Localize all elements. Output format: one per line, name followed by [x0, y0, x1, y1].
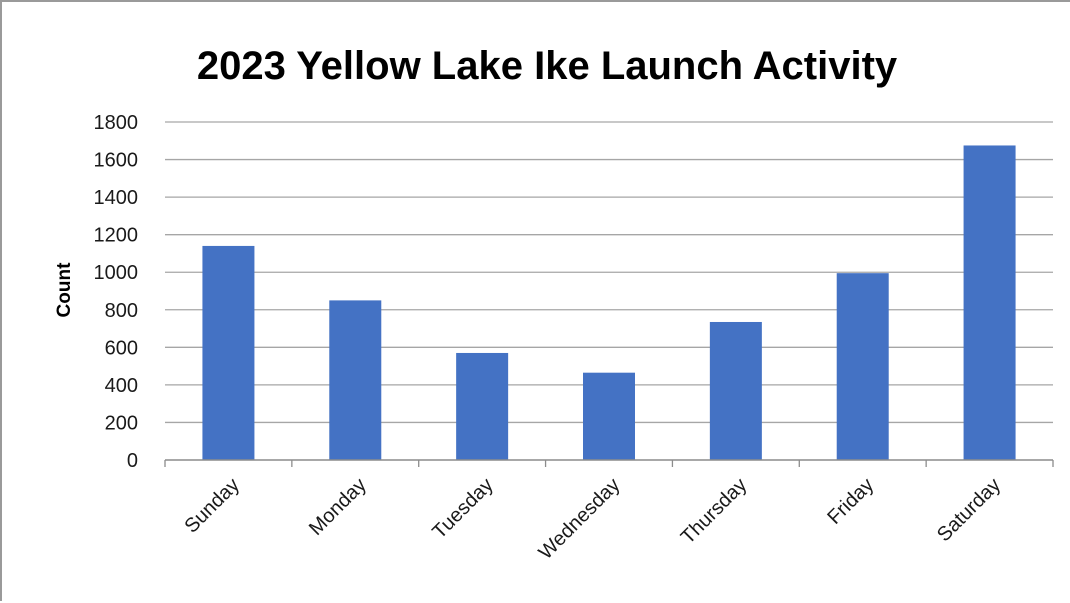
y-tick-label: 1200 [94, 225, 139, 247]
y-tick-label: 1000 [94, 262, 139, 284]
x-tick-label: Thursday [677, 474, 752, 549]
x-tick-label: Sunday [180, 474, 244, 538]
bars [202, 145, 1016, 460]
x-tick-label: Friday [823, 474, 878, 529]
y-tick-label: 1400 [94, 187, 139, 209]
bar-wednesday [583, 372, 635, 460]
x-tick-label: Tuesday [428, 474, 497, 543]
x-tick-label: Monday [305, 474, 371, 540]
x-tick-label: Saturday [933, 474, 1005, 546]
x-tick-label: Wednesday [535, 474, 625, 564]
bar-tuesday [456, 352, 509, 460]
chart-title: 2023 Yellow Lake Ike Launch Activity [197, 44, 898, 88]
y-tick-label: 1800 [94, 112, 139, 134]
x-axis [164, 459, 1054, 467]
x-axis-ticks: Sunday Monday Tuesday Wednesday Thursday Frid… [180, 474, 1005, 564]
gridlines [165, 121, 1053, 424]
y-tick-label: 1600 [94, 150, 139, 172]
bar-saturday [963, 145, 1016, 460]
y-tick-label: 600 [105, 337, 138, 359]
bar-monday [329, 300, 382, 460]
y-tick-label: 400 [105, 375, 138, 397]
y-axis-label: Count [54, 262, 75, 318]
y-tick-label: 0 [127, 450, 138, 472]
bar-friday [836, 273, 889, 460]
y-tick-label: 200 [105, 412, 138, 434]
y-tick-label: 800 [105, 300, 138, 322]
y-axis-ticks: 0 200 400 600 800 1000 1200 1400 1600 1800 [94, 112, 139, 472]
bar-thursday [709, 321, 762, 460]
bar-sunday [202, 245, 255, 460]
